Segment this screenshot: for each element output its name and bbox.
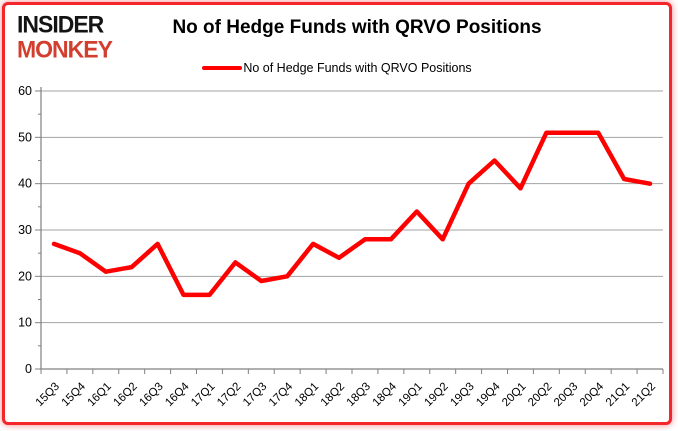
x-tick-label: 19Q2 <box>422 381 450 409</box>
gridlines <box>41 90 663 324</box>
x-tick-label: 15Q4 <box>60 380 89 409</box>
y-tick-label: 50 <box>18 130 32 144</box>
screenshot-frame: INSIDER MONKEY No of Hedge Funds with QR… <box>2 2 672 425</box>
x-tick-label: 17Q1 <box>189 381 217 409</box>
x-tick-label: 20Q3 <box>552 381 580 409</box>
legend: No of Hedge Funds with QRVO Positions <box>5 61 669 75</box>
x-axis: 15Q315Q416Q116Q216Q316Q417Q117Q217Q317Q4… <box>34 369 664 409</box>
insider-monkey-logo: INSIDER MONKEY <box>17 10 113 63</box>
hedge-funds-line-chart: 010203040506015Q315Q416Q116Q216Q316Q417Q… <box>18 84 664 409</box>
y-tick-label: 10 <box>18 316 32 330</box>
x-tick-label: 17Q4 <box>267 380 296 409</box>
x-tick-label: 16Q3 <box>137 381 165 409</box>
x-tick-label: 16Q1 <box>86 381 114 409</box>
y-tick-label: 30 <box>18 223 32 237</box>
y-tick-label: 20 <box>18 269 32 283</box>
logo-insider-text: INSIDER <box>17 10 104 38</box>
x-tick-label: 19Q1 <box>397 381 425 409</box>
x-tick-label: 16Q4 <box>163 380 192 409</box>
x-tick-label: 18Q2 <box>319 381 347 409</box>
x-tick-label: 19Q4 <box>474 380 503 409</box>
x-tick-label: 17Q2 <box>215 381 243 409</box>
x-tick-label: 20Q4 <box>578 380 607 409</box>
x-tick-label: 18Q1 <box>293 381 321 409</box>
legend-label: No of Hedge Funds with QRVO Positions <box>243 61 472 75</box>
y-axis: 0 10 20 30 40 50 60 <box>18 84 41 376</box>
chart-title: No of Hedge Funds with QRVO Positions <box>172 17 542 38</box>
legend-line-swatch <box>202 66 243 70</box>
x-tick-label: 18Q4 <box>371 380 400 409</box>
x-tick-label: 20Q2 <box>526 381 554 409</box>
x-tick-label: 17Q3 <box>241 381 269 409</box>
x-tick-label: 15Q3 <box>34 381 62 409</box>
x-tick-label: 21Q2 <box>630 381 658 409</box>
x-tick-label: 19Q3 <box>448 381 476 409</box>
x-tick-label: 18Q3 <box>345 381 373 409</box>
y-tick-label: 60 <box>18 84 32 98</box>
x-tick-label: 16Q2 <box>111 381 139 409</box>
x-tick-label: 20Q1 <box>500 381 528 409</box>
y-tick-label: 40 <box>18 177 32 191</box>
series-line <box>51 130 653 298</box>
y-tick-label: 0 <box>25 362 32 376</box>
logo-monkey-text: MONKEY <box>17 35 113 63</box>
x-tick-label: 21Q1 <box>604 381 632 409</box>
